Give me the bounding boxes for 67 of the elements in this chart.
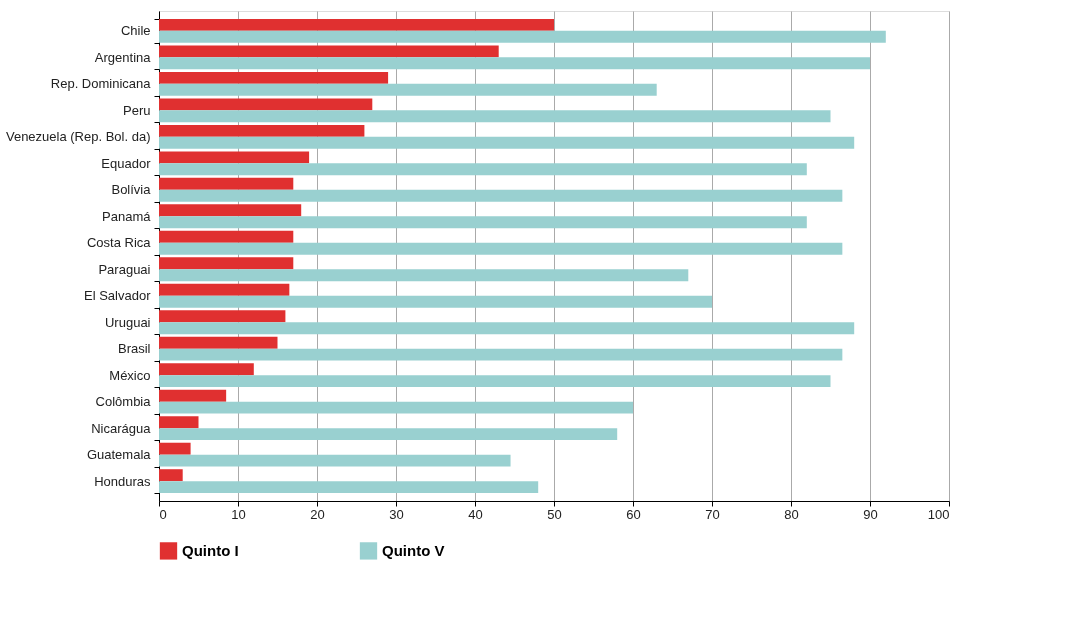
y-tick-label: Rep. Dominicana [50, 76, 152, 92]
bar [159, 469, 183, 482]
bar [159, 363, 254, 376]
y-tick-label: Paraguai [98, 261, 151, 277]
y-tick-label: Venezuela (Rep. Bol. da) [5, 129, 151, 145]
x-tick-label: 20 [310, 506, 325, 522]
bar [159, 189, 843, 202]
x-tick-label: 50 [547, 506, 562, 522]
x-tick-label: 80 [784, 506, 799, 522]
bar [159, 283, 290, 296]
bar [159, 322, 855, 335]
y-tick-label: Equador [101, 155, 152, 171]
bar [159, 401, 633, 414]
y-tick-label: Peru [123, 102, 151, 118]
y-tick-label: Nicarágua [91, 420, 152, 436]
bar [159, 454, 511, 467]
bar [159, 481, 539, 494]
y-tick-label: Colômbia [95, 394, 152, 410]
bar [159, 151, 310, 164]
y-tick-label: Chile [120, 23, 151, 39]
bar [159, 295, 712, 308]
x-tick-label: 90 [863, 506, 878, 522]
bar [159, 124, 365, 137]
y-tick-label: Guatemala [86, 447, 152, 463]
bar [159, 375, 831, 388]
bar [159, 30, 886, 43]
bar [159, 83, 657, 96]
y-tick-label: El Salvador [84, 288, 152, 304]
bar [159, 428, 618, 441]
legend-label: Quinto V [382, 541, 445, 559]
y-tick-label: México [109, 367, 151, 383]
x-tick-label: 10 [231, 506, 246, 522]
y-tick-label: Panamá [102, 208, 152, 224]
bar [159, 257, 294, 270]
bar [159, 57, 870, 70]
bar [159, 310, 286, 323]
bar [159, 136, 855, 149]
bar [159, 416, 199, 429]
bar [159, 110, 831, 123]
bar [159, 348, 843, 361]
bar [159, 45, 499, 58]
x-tick-label: 40 [468, 506, 483, 522]
y-tick-label: Costa Rica [86, 235, 152, 251]
bar [159, 216, 807, 229]
bar [159, 163, 807, 176]
bar [159, 269, 689, 282]
bar [159, 177, 294, 190]
y-tick-label: Brasil [117, 341, 151, 357]
bar [159, 230, 294, 243]
x-tick-label: 100 [927, 506, 950, 522]
bar [159, 18, 554, 31]
y-tick-label: Uruguai [104, 314, 151, 330]
bar [159, 389, 227, 402]
y-tick-label: Honduras [94, 473, 151, 489]
x-tick-label: 0 [159, 506, 167, 522]
x-tick-label: 60 [626, 506, 641, 522]
x-tick-label: 30 [389, 506, 404, 522]
y-tick-label: Bolívia [111, 182, 152, 198]
bar [159, 242, 843, 255]
bar [159, 98, 373, 111]
x-tick-label: 70 [705, 506, 720, 522]
bar [159, 442, 191, 455]
y-tick-label: Argentina [94, 49, 152, 65]
bar [159, 336, 278, 349]
bar [159, 204, 302, 217]
legend-label: Quinto I [182, 541, 239, 559]
bar [159, 71, 389, 84]
